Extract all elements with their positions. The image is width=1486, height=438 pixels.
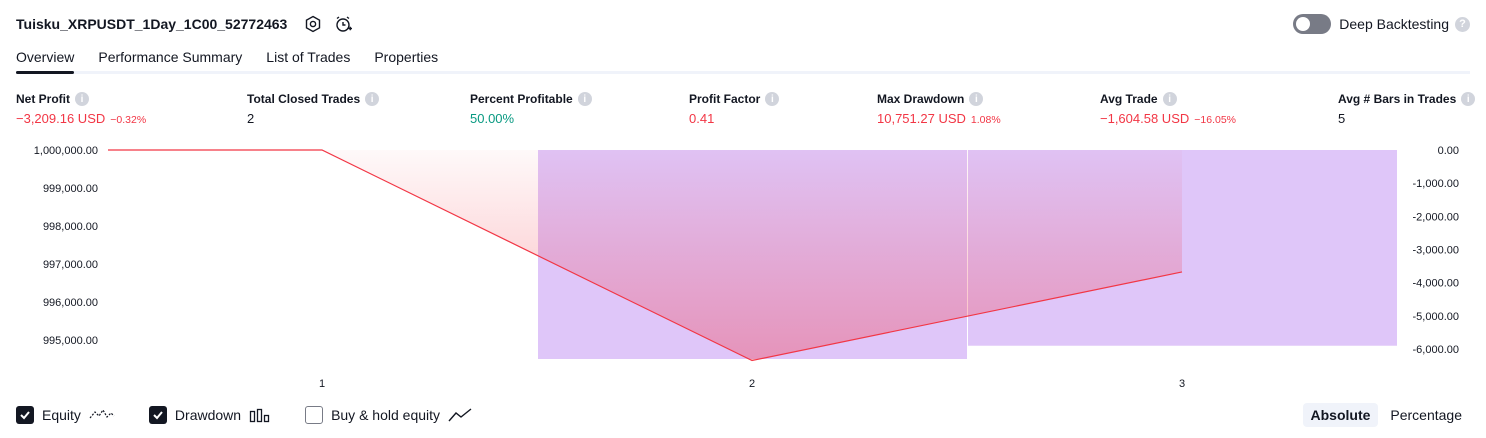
strategy-header: Tuisku_XRPUSDT_1Day_1C00_52772463 (16, 12, 353, 36)
right-axis-tick: -2,000.00 (1413, 211, 1459, 223)
deep-backtesting-toggle[interactable] (1293, 14, 1332, 34)
left-axis-tick: 1,000,000.00 (34, 145, 98, 157)
equity-line-icon (89, 407, 115, 423)
help-icon[interactable]: ? (1455, 16, 1470, 32)
info-icon[interactable]: i (577, 92, 592, 106)
alarm-add-icon[interactable] (333, 14, 353, 34)
x-axis: 1 2 3 (319, 378, 1185, 390)
metric-percent: −0.32% (110, 114, 147, 126)
toggle-knob (1296, 17, 1311, 31)
right-axis-tick: 0.00 (1438, 145, 1459, 157)
chart-footer: Equity Drawdown Buy & hold equity (16, 402, 1470, 428)
left-axis-tick: 996,000.00 (43, 297, 98, 309)
legend-label: Buy & hold equity (331, 407, 441, 423)
metric-value: 0.41 (689, 111, 715, 126)
metric-value: −3,209.16 USD (16, 111, 106, 126)
metric-label: Avg # Bars in Trades (1338, 92, 1457, 106)
info-icon[interactable]: i (1461, 92, 1476, 106)
metric-value: 2 (247, 111, 255, 126)
right-axis-tick: -5,000.00 (1413, 311, 1459, 323)
deep-backtesting-label: Deep Backtesting (1339, 16, 1449, 32)
legend-drawdown[interactable]: Drawdown (148, 406, 271, 424)
right-axis-tick: -3,000.00 (1413, 245, 1459, 257)
drawdown-bars-icon (249, 407, 271, 423)
deep-backtesting: Deep Backtesting ? (1293, 12, 1470, 36)
metric-value: 10,751.27 USD (877, 111, 966, 126)
strategy-name: Tuisku_XRPUSDT_1Day_1C00_52772463 (16, 16, 288, 32)
equity-chart[interactable]: 1,000,000.00 999,000.00 998,000.00 997,000.… (0, 140, 1486, 400)
tab-performance-summary[interactable]: Performance Summary (98, 49, 243, 65)
info-icon[interactable]: i (765, 92, 780, 106)
metric-label: Percent Profitable (470, 92, 573, 106)
metric-profit-factor: Profit Factor i 0.41 (689, 92, 780, 126)
metric-value: 5 (1338, 111, 1346, 126)
drawdown-checkbox[interactable] (148, 406, 167, 424)
report-tabs: Overview Performance Summary List of Tra… (16, 46, 1470, 74)
tab-properties[interactable]: Properties (374, 49, 439, 65)
info-icon[interactable]: i (1162, 92, 1177, 106)
metric-label: Total Closed Trades (247, 92, 361, 106)
metric-net-profit: Net Profit i −3,209.16 USD −0.32% (16, 92, 146, 126)
right-axis-tick: -1,000.00 (1413, 178, 1459, 190)
right-axis-tick: -6,000.00 (1413, 344, 1459, 356)
metric-label: Max Drawdown (877, 92, 965, 106)
info-icon[interactable]: i (365, 92, 380, 106)
gear-icon[interactable] (303, 14, 323, 34)
legend-label: Equity (42, 407, 81, 423)
tab-overview[interactable]: Overview (16, 46, 75, 74)
chart-mode-switch: Absolute Percentage (1299, 403, 1471, 427)
equity-series (108, 149, 1183, 362)
metric-percent: 1.08% (970, 114, 1001, 126)
buy-hold-checkbox[interactable] (305, 406, 324, 424)
info-icon[interactable]: i (75, 92, 89, 106)
metric-avg-bars: Avg # Bars in Trades i 5 (1338, 92, 1476, 126)
equity-area (108, 150, 1182, 361)
equity-checkbox[interactable] (16, 406, 34, 424)
legend-equity[interactable]: Equity (16, 406, 115, 424)
metric-max-drawdown: Max Drawdown i 10,751.27 USD 1.08% (877, 92, 1001, 126)
left-axis-tick: 995,000.00 (43, 335, 98, 347)
metric-percent-profitable: Percent Profitable i 50.00% (470, 92, 592, 126)
buy-hold-line-icon (448, 407, 472, 423)
x-axis-tick: 2 (749, 378, 755, 390)
left-axis-tick: 997,000.00 (43, 259, 98, 271)
legend-buy-hold[interactable]: Buy & hold equity (305, 406, 472, 424)
metric-label: Profit Factor (689, 92, 761, 106)
metric-label: Net Profit (16, 92, 70, 106)
metric-value: −1,604.58 USD (1100, 111, 1190, 126)
metric-value: 50.00% (470, 111, 515, 126)
metrics-row: Net Profit i −3,209.16 USD −0.32% Total Cl… (0, 92, 1486, 132)
left-axis-tick: 999,000.00 (43, 183, 98, 195)
metric-avg-trade: Avg Trade i −1,604.58 USD −16.05% (1100, 92, 1236, 126)
metric-percent: −16.05% (1194, 114, 1237, 126)
equity-line (108, 149, 1183, 362)
tab-list-of-trades[interactable]: List of Trades (266, 49, 351, 65)
percentage-button[interactable]: Percentage (1390, 407, 1462, 423)
absolute-button[interactable]: Absolute (1302, 403, 1379, 427)
right-axis-tick: -4,000.00 (1413, 278, 1459, 290)
left-axis: 1,000,000.00 999,000.00 998,000.00 997,000.… (34, 145, 98, 347)
legend-label: Drawdown (174, 407, 242, 423)
x-axis-tick: 1 (319, 378, 325, 390)
left-axis-tick: 998,000.00 (43, 221, 98, 233)
right-axis: 0.00 -1,000.00 -2,000.00 -3,000.00 -4,000.00… (1413, 145, 1459, 356)
info-icon[interactable]: i (969, 92, 984, 106)
metric-total-closed-trades: Total Closed Trades i 2 (247, 92, 380, 126)
equity-chart-svg: 1,000,000.00 999,000.00 998,000.00 997,000.… (34, 145, 1459, 390)
metric-label: Avg Trade (1100, 92, 1158, 106)
x-axis-tick: 3 (1179, 378, 1185, 390)
